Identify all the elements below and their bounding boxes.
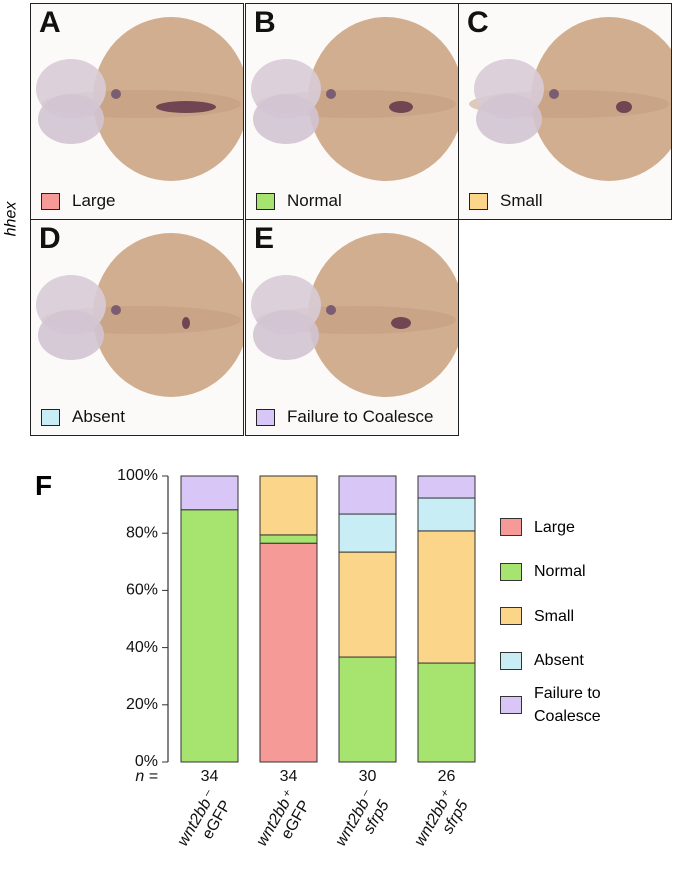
- legend-swatch: [500, 607, 522, 626]
- embryo-image: [251, 17, 458, 181]
- y-tick-label: 60%: [126, 582, 158, 599]
- panel-letter: F: [35, 470, 53, 501]
- legend-item: Small: [500, 594, 634, 639]
- bar-segment: [338, 551, 397, 658]
- y-tick-label: 20%: [126, 696, 158, 713]
- legend-label: Absent: [534, 652, 584, 670]
- stain: [326, 305, 336, 315]
- stain: [326, 89, 336, 99]
- stain: [549, 89, 559, 99]
- stain: [389, 101, 413, 113]
- y-tick-label: 80%: [126, 524, 158, 541]
- y-tick-label: 0%: [135, 753, 158, 770]
- label-text: Absent: [72, 407, 125, 426]
- bar-segment: [338, 475, 397, 515]
- x-tick-label: wnt2bb⁻eGFP: [174, 787, 234, 849]
- bar-segment: [259, 534, 318, 544]
- bar-segment: [417, 475, 476, 499]
- embryo-image: [36, 233, 243, 397]
- legend-swatch: [500, 518, 522, 537]
- image-panel: E Failure to Coalesce: [245, 219, 459, 436]
- image-panel: A Large: [30, 3, 244, 220]
- n-value: 34: [280, 768, 298, 785]
- legend-swatch: [41, 192, 60, 210]
- x-tick-label: wnt2bb⁺sfrp5: [411, 787, 471, 849]
- legend-swatch: [41, 408, 60, 426]
- legend-item: Large: [500, 505, 634, 550]
- stain: [182, 317, 190, 329]
- panel-letter: C: [467, 6, 489, 39]
- head: [253, 94, 319, 144]
- legend-label: Failure to Coalesce: [534, 685, 601, 726]
- bar-segment: [259, 542, 318, 763]
- legend-item: Normal: [500, 550, 634, 595]
- panel-letter: D: [39, 222, 61, 255]
- panel-label: Normal: [256, 191, 342, 211]
- legend-swatch: [469, 192, 488, 210]
- n-value: 34: [201, 768, 219, 785]
- label-text: Normal: [287, 191, 342, 210]
- bar-segment: [338, 513, 397, 553]
- n-label: n =: [135, 768, 158, 785]
- legend-label: Normal: [534, 563, 586, 581]
- head: [38, 310, 104, 360]
- legend-label: Large: [534, 518, 575, 536]
- chart: 0% 20% 40% 60% 80% 100% n = 34 wnt2bb⁻eGFP 34 wnt2…: [117, 467, 476, 849]
- legend: Large Normal Small Absent Failure to Coalesc…: [500, 505, 634, 728]
- bar-segment: [338, 656, 397, 763]
- legend-swatch: [500, 696, 522, 715]
- n-value: 26: [438, 768, 456, 785]
- label-text: Large: [72, 191, 116, 210]
- head: [476, 94, 542, 144]
- stain: [111, 305, 121, 315]
- panel-label: Failure to Coalesce: [256, 407, 433, 427]
- head: [253, 310, 319, 360]
- label-text: Failure to Coalesce: [287, 407, 434, 426]
- y-tick-label: 100%: [117, 467, 158, 484]
- bar-segment: [180, 509, 239, 763]
- y-tick-label: 40%: [126, 639, 158, 656]
- label-text: Small: [500, 191, 543, 210]
- stain: [616, 101, 632, 113]
- x-tick-label: wnt2bb⁺eGFP: [253, 787, 313, 849]
- legend-item: Failure to Coalesce: [500, 683, 634, 728]
- panel-letter: E: [254, 222, 275, 255]
- legend-swatch: [256, 408, 275, 426]
- embryo-image: [469, 17, 671, 181]
- legend-label: Small: [534, 607, 575, 625]
- legend-swatch: [256, 192, 275, 210]
- side-label: hhex: [2, 201, 20, 237]
- embryo-image: [36, 17, 243, 181]
- bar-segment: [180, 475, 239, 511]
- n-value: 30: [359, 768, 377, 785]
- x-tick-label: wnt2bb⁻sfrp5: [332, 787, 392, 849]
- bar-segment: [259, 475, 318, 536]
- image-panel: C Small: [458, 3, 672, 220]
- head: [38, 94, 104, 144]
- stain: [391, 317, 411, 329]
- embryo-image: [251, 233, 458, 397]
- panel-label: Large: [41, 191, 115, 211]
- bar-segment: [417, 662, 476, 763]
- panel-letter: B: [254, 6, 276, 39]
- bar-segment: [417, 530, 476, 664]
- panel-letter: A: [39, 6, 61, 39]
- panel-label: Small: [469, 191, 543, 211]
- legend-item: Absent: [500, 639, 634, 684]
- legend-swatch: [500, 651, 522, 670]
- image-panel: D Absent: [30, 219, 244, 436]
- stain: [111, 89, 121, 99]
- panel-label: Absent: [41, 407, 125, 427]
- legend-swatch: [500, 562, 522, 581]
- stain: [156, 101, 216, 113]
- bar-segment: [417, 497, 476, 532]
- image-panel: B Normal: [245, 3, 459, 220]
